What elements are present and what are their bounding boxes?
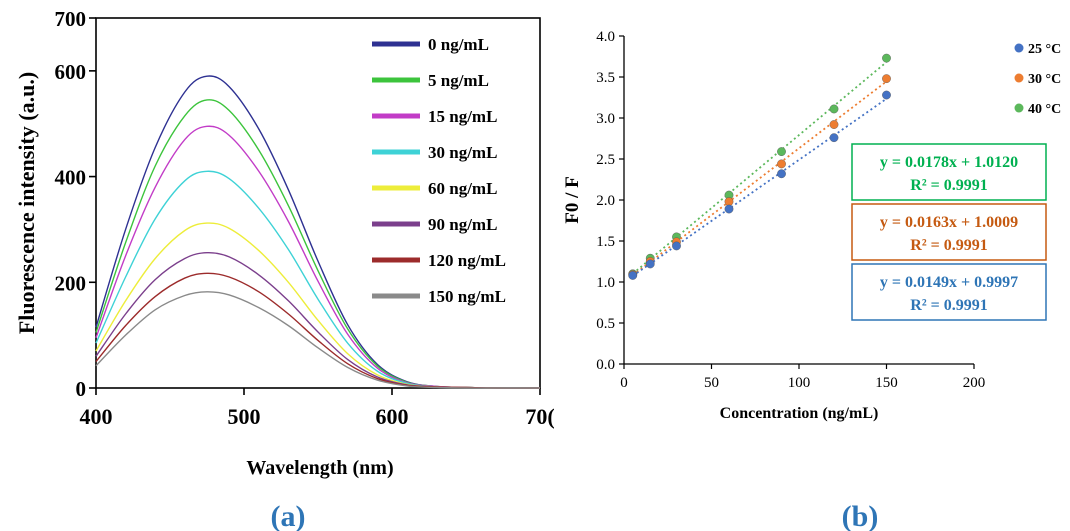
y-tick-label-b: 4.0 xyxy=(596,29,615,45)
panel-a: 0 200 400 600 700 400 500 600 70( Wavelength (nm)… xyxy=(14,7,555,531)
data-point xyxy=(724,197,734,207)
panel-b: 0.0 0.5 1.0 1.5 2.0 2.5 3.0 3.5 4.0 0 50 100 150 200 C… xyxy=(562,29,1061,531)
y-axis-label-a: Fluorescence intensity (a.u.) xyxy=(14,72,39,334)
y-tick-label-a: 200 xyxy=(55,271,87,295)
y-tick-label-a: 700 xyxy=(55,7,87,31)
spectrum-line xyxy=(95,170,541,389)
fit-box xyxy=(851,203,1047,261)
y-tick-label-b: 3.5 xyxy=(596,70,615,86)
fit-equation: y = 0.0178x + 1.0120 xyxy=(880,154,1018,171)
trendline xyxy=(632,80,888,276)
legend-label-b: 30 °C xyxy=(1028,72,1061,87)
data-point xyxy=(777,169,786,179)
x-axis-label-b: Concentration (ng/mL) xyxy=(720,405,879,422)
data-point xyxy=(829,104,839,114)
data-point xyxy=(882,90,891,100)
legend-label-a: 30 ng/mL xyxy=(428,143,497,162)
panel-label-b: (b) xyxy=(842,500,879,531)
x-tick-label-a: 70( xyxy=(525,404,554,429)
data-point xyxy=(829,120,839,129)
y-tick-label-a: 400 xyxy=(55,166,87,190)
fit-r-squared: R² = 0.9991 xyxy=(910,237,987,254)
data-point xyxy=(777,159,786,169)
y-tick-label-b: 1.5 xyxy=(596,234,615,250)
x-tick-label-b: 0 xyxy=(620,375,628,391)
fit-equation: y = 0.0163x + 1.0009 xyxy=(880,214,1018,231)
x-tick-label-b: 200 xyxy=(963,375,986,391)
legend-marker-b xyxy=(1014,43,1024,53)
data-point xyxy=(777,147,786,157)
x-axis-label-a: Wavelength (nm) xyxy=(246,457,393,479)
legend-label-b: 25 °C xyxy=(1028,42,1061,57)
data-point xyxy=(829,133,839,143)
x-tick-label-b: 50 xyxy=(704,375,719,391)
y-tick-label-b: 0.5 xyxy=(596,316,615,332)
y-tick-label-b: 1.0 xyxy=(596,275,615,291)
data-point xyxy=(645,259,655,269)
x-tick-label-b: 150 xyxy=(875,375,898,391)
y-tick-label-a: 0 xyxy=(76,377,87,401)
spectrum-line xyxy=(95,291,540,389)
y-tick-label-b: 0.0 xyxy=(596,357,615,373)
y-tick-label-b: 2.0 xyxy=(596,193,615,209)
legend-label-a: 90 ng/mL xyxy=(428,215,497,234)
data-point xyxy=(882,53,891,63)
fit-box xyxy=(851,143,1047,201)
legend-marker-b xyxy=(1014,103,1024,113)
y-axis-label-b: F0 / F xyxy=(562,176,583,224)
x-tick-label-a: 500 xyxy=(228,404,261,429)
legend-label-b: 40 °C xyxy=(1028,102,1061,117)
y-tick-label-b: 2.5 xyxy=(596,152,615,168)
data-point xyxy=(672,241,681,251)
panel-label-a: (a) xyxy=(271,500,306,531)
fit-box xyxy=(851,263,1047,321)
x-tick-label-a: 600 xyxy=(376,404,409,429)
fit-equation: y = 0.0149x + 0.9997 xyxy=(880,274,1018,291)
legend-marker-b xyxy=(1014,73,1024,83)
fit-r-squared: R² = 0.9991 xyxy=(910,177,987,194)
x-tick-label-b: 100 xyxy=(788,375,811,391)
plot-frame-a xyxy=(95,17,541,389)
legend-label-a: 120 ng/mL xyxy=(428,251,506,270)
legend-label-a: 0 ng/mL xyxy=(428,35,489,54)
trendline xyxy=(632,98,888,277)
y-tick-label-a: 600 xyxy=(55,60,87,84)
legend-label-a: 5 ng/mL xyxy=(428,71,489,90)
legend-label-a: 60 ng/mL xyxy=(428,179,497,198)
legend-label-a: 150 ng/mL xyxy=(428,287,506,306)
x-tick-label-a: 400 xyxy=(80,404,113,429)
data-point xyxy=(882,74,891,84)
fit-r-squared: R² = 0.9991 xyxy=(910,297,987,314)
legend-label-a: 15 ng/mL xyxy=(428,107,497,126)
y-tick-label-b: 3.0 xyxy=(596,111,615,127)
data-point xyxy=(724,204,734,214)
data-point xyxy=(628,271,638,280)
trendline xyxy=(632,61,888,275)
